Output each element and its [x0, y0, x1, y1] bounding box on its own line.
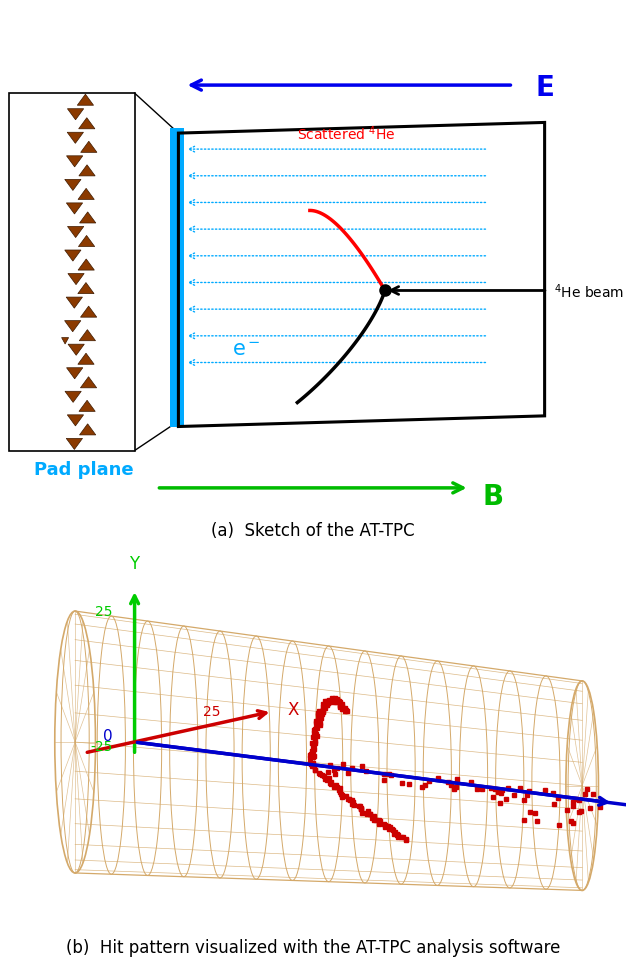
Text: 0: 0 [103, 729, 113, 743]
Polygon shape [80, 212, 96, 224]
Polygon shape [66, 297, 83, 309]
Bar [9, 94, 135, 452]
Polygon shape [66, 439, 83, 450]
Text: Pad plane: Pad plane [34, 460, 134, 479]
Polygon shape [65, 391, 81, 403]
Polygon shape [78, 236, 95, 247]
Polygon shape [78, 260, 95, 270]
Polygon shape [66, 203, 83, 215]
Polygon shape [81, 142, 97, 153]
Polygon shape [68, 416, 84, 426]
Polygon shape [68, 109, 84, 121]
Polygon shape [68, 345, 85, 356]
Polygon shape [66, 157, 83, 168]
Polygon shape [79, 166, 95, 176]
Text: Scattered $^4$He: Scattered $^4$He [297, 125, 396, 143]
Polygon shape [64, 251, 81, 262]
Text: E: E [535, 74, 554, 102]
Polygon shape [77, 95, 93, 107]
Polygon shape [64, 180, 81, 191]
Polygon shape [64, 322, 81, 332]
Text: 25: 25 [203, 704, 221, 718]
Text: e$^-$: e$^-$ [232, 340, 260, 359]
Polygon shape [81, 307, 97, 318]
Text: (a)  Sketch of the AT-TPC: (a) Sketch of the AT-TPC [211, 521, 415, 539]
Text: Y: Y [130, 554, 140, 572]
Polygon shape [78, 189, 95, 201]
Text: (b)  Hit pattern visualized with the AT-TPC analysis software: (b) Hit pattern visualized with the AT-T… [66, 938, 560, 955]
Text: B: B [482, 483, 503, 511]
Polygon shape [66, 368, 83, 380]
Polygon shape [67, 133, 83, 144]
Bar [170, 129, 184, 427]
Polygon shape [79, 118, 95, 130]
Polygon shape [78, 283, 94, 295]
Polygon shape [79, 401, 95, 412]
Text: $^4$He beam: $^4$He beam [554, 282, 624, 300]
Text: -25: -25 [90, 739, 113, 754]
Polygon shape [61, 338, 69, 345]
Polygon shape [68, 274, 84, 285]
Polygon shape [80, 330, 96, 341]
Polygon shape [78, 354, 94, 365]
Polygon shape [80, 377, 96, 389]
Polygon shape [80, 424, 96, 435]
Polygon shape [68, 227, 84, 238]
Text: X: X [288, 701, 299, 719]
Text: 25: 25 [95, 605, 113, 618]
